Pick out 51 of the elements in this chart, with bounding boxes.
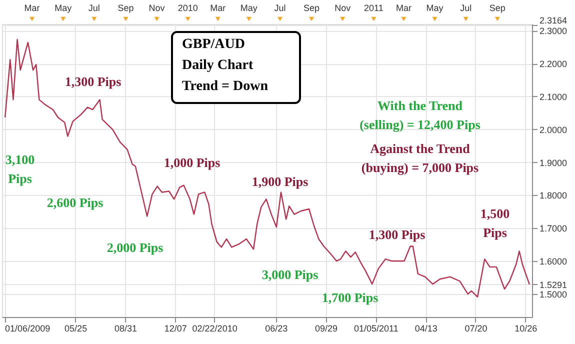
y-tick-label: 1.7000 [540, 224, 568, 234]
x2-tick-label: Nov [334, 3, 352, 13]
x2-tick-label: Nov [148, 3, 166, 13]
annotation: 1,300 Pips [64, 74, 122, 89]
annotation: Against the Trend (buying) = 7,000 Pips [361, 141, 479, 175]
y-tick-label: 2.2000 [540, 59, 568, 70]
x2-tick-label: May [426, 3, 444, 13]
annotation: 1,900 Pips [252, 174, 308, 189]
x2-tick-label: Mar [24, 3, 40, 13]
x-tick-label: 05/25 [64, 324, 88, 334]
y-tick-label: 2.3164 [540, 16, 568, 26]
x2-tick-label: Jul [460, 3, 472, 13]
text: GBP/AUD Daily Chart Trend = Down [182, 37, 268, 94]
x-tick-label: 07/20 [464, 324, 488, 334]
x-tick-label: 08/31 [114, 324, 137, 334]
y-tick-label: 2.0000 [540, 124, 568, 135]
x2-tick-label: 2011 [364, 3, 384, 13]
x-tick-label: 01/05/2011 [354, 324, 398, 334]
y-tick-label: 1.8000 [540, 190, 568, 201]
annotation: 1,500 Pips [480, 206, 510, 240]
x2-tick-label: Sep [118, 3, 134, 13]
annotation: 1,700 Pips [322, 290, 378, 305]
annotation: 1,300 Pips [368, 227, 426, 242]
x2-tick-label: May [54, 3, 72, 13]
x2-tick-label: Jul [274, 3, 286, 13]
annotation: 3,100 Pips [5, 152, 35, 186]
x2-tick-label: Mar [210, 3, 226, 13]
y-tick-label: 1.5000 [540, 289, 568, 300]
x2-tick-label: Jul [88, 3, 100, 13]
x-tick-label: 04/13 [414, 324, 438, 334]
x2-tick-label: 2010 [178, 3, 198, 13]
annotation: 2,000 Pips [106, 240, 164, 255]
x2-tick-label: May [240, 3, 258, 13]
x2-tick-label: Sep [304, 3, 320, 13]
x-tick-label: 01/06/2009 [5, 324, 50, 334]
annotation: 1,000 Pips [164, 155, 220, 170]
x-tick-label: 09/29 [315, 324, 338, 334]
x-tick-label: 10/26 [514, 324, 538, 334]
annotation: With the Trend (selling) = 12,400 Pips [360, 98, 480, 132]
y-tick-label: 2.1000 [540, 92, 568, 102]
y-tick-label: 1.6000 [540, 256, 568, 267]
y-tick-label: 1.5291 [540, 280, 568, 290]
x-tick-label: 02/22/2010 [192, 324, 238, 334]
x-tick-label: 12/07 [164, 324, 187, 334]
y-tick-label: 2.3000 [540, 26, 568, 36]
y-tick-label: 1.9000 [540, 158, 568, 168]
x2-tick-label: Sep [489, 3, 506, 13]
annotation: 2,600 Pips [46, 195, 104, 210]
annotation: 3,000 Pips [262, 267, 318, 282]
x-tick-label: 06/23 [265, 324, 288, 334]
x2-tick-label: Mar [396, 3, 412, 13]
